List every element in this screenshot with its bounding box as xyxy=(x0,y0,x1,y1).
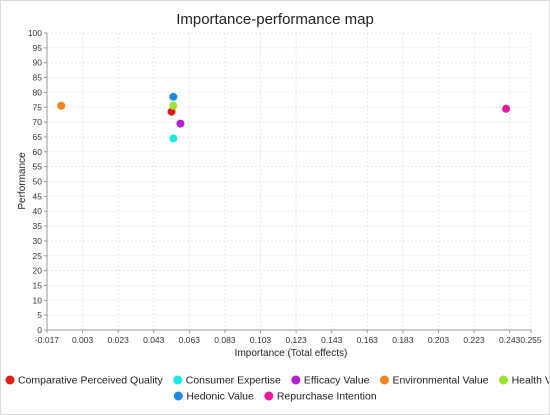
y-tick-label: 5 xyxy=(37,310,42,320)
data-point xyxy=(169,134,178,143)
y-axis-label: Performance xyxy=(17,152,28,210)
legend-label: Repurchase Intention xyxy=(277,391,377,403)
legend-marker xyxy=(291,375,301,385)
data-point xyxy=(176,119,185,128)
legend-item: Health Value xyxy=(499,375,549,387)
x-tick-label: 0.183 xyxy=(392,335,414,345)
x-tick-label: 0.063 xyxy=(179,335,201,345)
y-tick-label: 0 xyxy=(37,325,42,335)
legend-label: Consumer Expertise xyxy=(186,375,281,387)
legend-row: Comparative Perceived Quality Consumer Ex… xyxy=(5,375,549,387)
legend-label: Health Value xyxy=(512,375,549,387)
legend-item: Efficacy Value xyxy=(291,375,370,387)
chart-title: Importance-performance map xyxy=(176,11,374,28)
x-tick-label: 0.223 xyxy=(463,335,485,345)
legend-item: Environmental Value xyxy=(379,375,489,387)
y-tick-label: 90 xyxy=(33,58,43,68)
y-tick-label: 100 xyxy=(28,28,42,38)
y-tick-label: 20 xyxy=(33,266,43,276)
x-tick-label: 0.103 xyxy=(250,335,272,345)
legend-marker xyxy=(379,375,389,385)
legend-label: Efficacy Value xyxy=(304,375,370,387)
y-tick-label: 40 xyxy=(33,206,43,216)
y-tick-label: 80 xyxy=(33,87,43,97)
axes xyxy=(44,32,532,333)
x-tick-label: 0.043 xyxy=(143,335,165,345)
y-tick-label: 95 xyxy=(33,43,43,53)
legend-label: Environmental Value xyxy=(392,375,488,387)
legend-marker xyxy=(264,391,274,401)
x-tick-label: 0.243 xyxy=(499,335,521,345)
x-tick-labels: -0.017 0.003 0.023 0.043 0.063 0.083 0.103 0.12… xyxy=(35,335,542,345)
y-tick-label: 25 xyxy=(33,251,43,261)
y-tick-label: 75 xyxy=(33,102,43,112)
y-tick-labels: 0 5 10 15 20 25 30 35 40 45 50 55 60 65 70 75 80 85 90 95 10… xyxy=(28,28,42,335)
x-tick-label: 0.023 xyxy=(108,335,130,345)
legend-marker xyxy=(173,391,183,401)
y-tick-label: 70 xyxy=(33,117,43,127)
legend: Comparative Perceived Quality Consumer Ex… xyxy=(5,375,549,403)
y-tick-label: 65 xyxy=(33,132,43,142)
data-points xyxy=(57,92,511,143)
data-point xyxy=(169,92,178,101)
y-tick-label: 85 xyxy=(33,73,43,83)
x-tick-label: 0.123 xyxy=(285,335,307,345)
legend-item: Repurchase Intention xyxy=(264,391,377,403)
legend-marker xyxy=(499,375,509,385)
y-tick-label: 60 xyxy=(33,147,43,157)
x-tick-label: 0.003 xyxy=(72,335,94,345)
x-tick-label: 0.163 xyxy=(357,335,379,345)
y-tick-label: 55 xyxy=(33,162,43,172)
y-tick-label: 15 xyxy=(33,280,43,290)
data-point xyxy=(57,101,66,110)
y-tick-label: 35 xyxy=(33,221,43,231)
legend-marker xyxy=(173,375,183,385)
legend-marker xyxy=(5,375,15,385)
legend-label: Hedonic Value xyxy=(186,391,254,403)
legend-label: Comparative Perceived Quality xyxy=(18,375,163,387)
y-tick-label: 30 xyxy=(33,236,43,246)
x-axis-label: Importance (Total effects) xyxy=(235,348,348,359)
x-tick-label: -0.017 xyxy=(35,335,59,345)
legend-item: Hedonic Value xyxy=(173,391,254,403)
legend-row: Hedonic Value Repurchase Intention xyxy=(173,391,377,403)
y-tick-label: 50 xyxy=(33,177,43,187)
legend-item: Comparative Perceived Quality xyxy=(5,375,163,387)
x-tick-label: 0.255 xyxy=(520,335,542,345)
y-tick-label: 45 xyxy=(33,191,43,201)
grid-lines xyxy=(46,32,532,331)
x-tick-label: 0.083 xyxy=(214,335,236,345)
x-tick-label: 0.143 xyxy=(321,335,343,345)
data-point xyxy=(169,101,178,110)
y-tick-label: 10 xyxy=(33,295,43,305)
data-point xyxy=(502,104,511,113)
x-tick-label: 0.203 xyxy=(428,335,450,345)
legend-item: Consumer Expertise xyxy=(173,375,281,387)
